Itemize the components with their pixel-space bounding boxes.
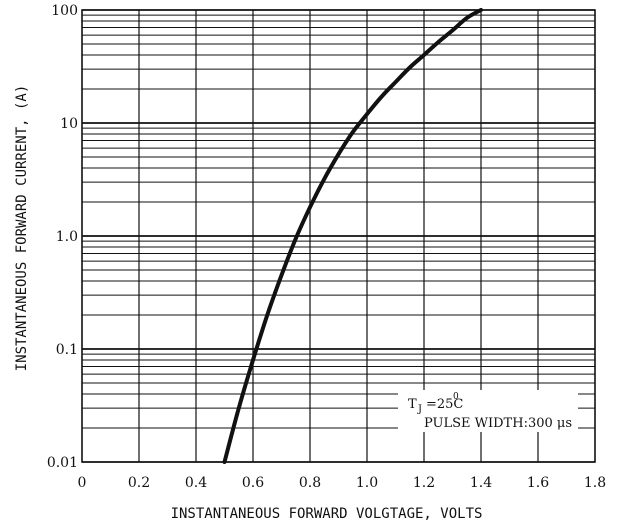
annotation-tj-t: T bbox=[408, 397, 417, 412]
x-tick-label: 0.6 bbox=[242, 475, 264, 491]
y-tick-label: 0.01 bbox=[47, 455, 78, 471]
annotation-background bbox=[398, 390, 578, 432]
y-tick-label: 100 bbox=[51, 3, 78, 19]
x-tick-label: 1.8 bbox=[584, 475, 606, 491]
y-tick-label: 0.1 bbox=[56, 342, 78, 358]
x-tick-label: 0.2 bbox=[128, 475, 150, 491]
y-tick-label: 10 bbox=[60, 116, 78, 132]
annotation-degree-mark: 0 bbox=[453, 392, 459, 402]
y-tick-label: 1.0 bbox=[56, 229, 78, 245]
x-tick-label: 1.4 bbox=[470, 475, 492, 491]
x-axis-label: INSTANTANEOUS FORWARD VOLGTAGE, VOLTS bbox=[171, 506, 483, 522]
annotation-tj-value: =25C bbox=[426, 397, 463, 412]
plot-frame bbox=[81, 9, 596, 463]
x-tick-label: 1.2 bbox=[413, 475, 435, 491]
x-tick-label: 1.0 bbox=[356, 475, 378, 491]
y-axis-label: INSTANTANEOUS FORWARD CURRENT, (A) bbox=[14, 85, 30, 372]
annotation-tj-subscript: J bbox=[417, 404, 422, 415]
x-tick-label: 0.4 bbox=[185, 475, 207, 491]
annotation-box: T J =25C 0 PULSE WIDTH:300 μs bbox=[398, 390, 578, 432]
forward-current-curve bbox=[222, 8, 483, 464]
x-tick-label: 1.6 bbox=[527, 475, 549, 491]
tick-labels: 0 0.2 0.4 0.6 0.8 1.0 1.2 1.4 1.6 1.8 0.01 0.1 1.0 10… bbox=[47, 3, 606, 491]
annotation-pulse-width: PULSE WIDTH:300 μs bbox=[424, 416, 572, 431]
x-tick-label: 0 bbox=[78, 475, 87, 491]
x-tick-label: 0.8 bbox=[299, 475, 321, 491]
